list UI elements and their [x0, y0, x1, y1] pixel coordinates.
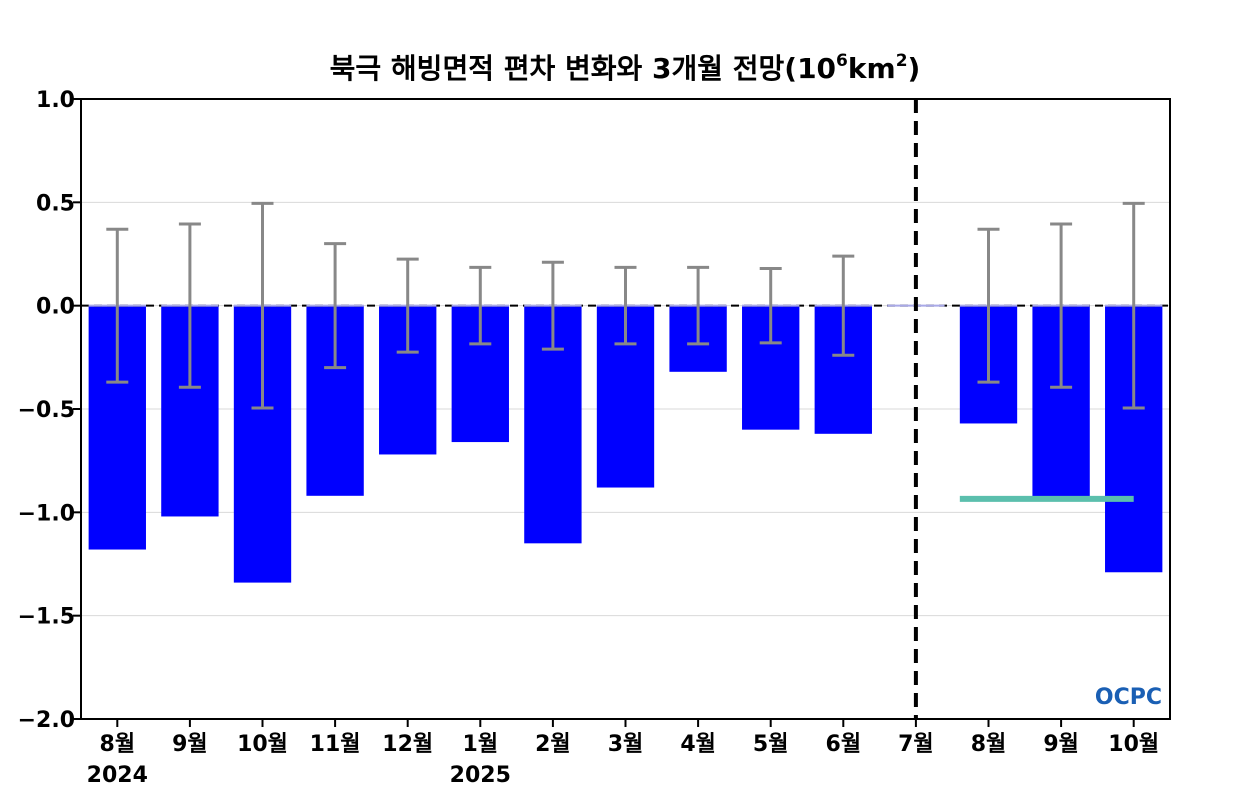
x-tick-label: 11월 — [310, 732, 361, 757]
y-tick-label: 0.0 — [36, 295, 75, 320]
x-tick-label: 3월 — [608, 732, 644, 757]
x-axis: 8월 9월 10월 11월 12월 1월 2월 3월 4월 5월 6월 7월 8월 9월 10월 2024 20… — [87, 719, 1159, 788]
x-tick-label: 1월 — [463, 732, 499, 757]
x-year-label: 2024 — [87, 763, 148, 788]
y-tick-label: −1.5 — [18, 605, 75, 630]
chart-title: 북극 해빙면적 편차 변화와 3개월 전망(106km2) — [330, 51, 921, 85]
x-tick-label: 12월 — [382, 732, 433, 757]
bars — [88, 305, 1163, 583]
x-year-label: 2025 — [450, 763, 511, 788]
x-tick-label: 4월 — [680, 732, 716, 757]
y-tick-label: 1.0 — [36, 88, 75, 113]
y-tick-label: −2.0 — [18, 708, 75, 733]
x-tick-label: 8월 — [971, 732, 1007, 757]
x-tick-label: 5월 — [753, 732, 789, 757]
x-tick-label: 9월 — [1043, 732, 1079, 757]
chart-title-main: 북극 해빙면적 편차 변화와 3개월 전망(10 — [330, 52, 836, 85]
y-tick-label: 0.5 — [36, 191, 75, 216]
chart-title-sup-square: 2 — [896, 51, 908, 71]
ocpc-logo: OCPC — [1095, 685, 1162, 710]
x-tick-label: 7월 — [898, 732, 934, 757]
chart-title-unit: km — [848, 52, 896, 85]
chart-title-sup-exponent: 6 — [836, 51, 848, 71]
chart-title-end: ) — [908, 52, 921, 85]
forecast-markers — [913, 99, 1134, 719]
y-tick-label: −0.5 — [18, 398, 75, 423]
y-axis: 1.0 0.5 0.0 −0.5 −1.0 −1.5 −2.0 — [18, 88, 81, 733]
x-tick-label: 10월 — [237, 732, 288, 757]
x-tick-label: 8월 — [100, 732, 136, 757]
y-tick-label: −1.0 — [18, 501, 75, 526]
error-bars — [106, 201, 1145, 410]
x-tick-label: 10월 — [1108, 732, 1159, 757]
x-tick-label: 6월 — [826, 732, 862, 757]
ocpc-logo-text: OCPC — [1095, 685, 1162, 710]
x-tick-label: 2월 — [535, 732, 571, 757]
x-tick-label: 9월 — [172, 732, 208, 757]
